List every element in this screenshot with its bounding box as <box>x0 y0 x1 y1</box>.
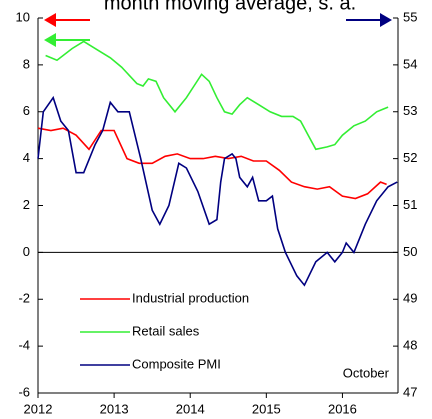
y-tick-label: 0 <box>23 244 30 259</box>
x-tick-label: 2013 <box>100 401 129 416</box>
y-tick-label: 8 <box>23 56 30 71</box>
y-tick-label: 2 <box>23 197 30 212</box>
y2-tick-label: 50 <box>403 244 417 259</box>
axis-arrow-head <box>44 33 56 47</box>
y2-tick-label: 49 <box>403 291 417 306</box>
y2-tick-label: 54 <box>403 56 417 71</box>
y2-tick-label: 48 <box>403 338 417 353</box>
axis-arrow-head <box>44 13 56 27</box>
legend-label: Composite PMI <box>132 356 221 371</box>
x-tick-label: 2012 <box>24 401 53 416</box>
chart-title: month moving average, s. a. <box>104 0 356 14</box>
x-tick-label: 2014 <box>176 401 205 416</box>
axis-arrow-head <box>380 13 392 27</box>
annotation: October <box>343 365 390 380</box>
y-tick-label: -4 <box>18 338 30 353</box>
legend-label: Retail sales <box>132 323 200 338</box>
y-tick-label: 6 <box>23 103 30 118</box>
series-line <box>37 95 398 287</box>
y2-tick-label: 55 <box>403 9 417 24</box>
y2-tick-label: 53 <box>403 103 417 118</box>
y-tick-label: -6 <box>18 384 30 399</box>
legend-label: Industrial production <box>132 290 249 305</box>
y-tick-label: -2 <box>18 291 30 306</box>
y2-tick-label: 52 <box>403 150 417 165</box>
y2-tick-label: 51 <box>403 197 417 212</box>
series-line <box>45 40 389 151</box>
y2-tick-label: 47 <box>403 384 417 399</box>
y-tick-label: 4 <box>23 150 30 165</box>
x-tick-label: 2015 <box>252 401 281 416</box>
series-line <box>37 127 387 200</box>
x-tick-label: 2016 <box>328 401 357 416</box>
y-tick-label: 10 <box>16 9 30 24</box>
